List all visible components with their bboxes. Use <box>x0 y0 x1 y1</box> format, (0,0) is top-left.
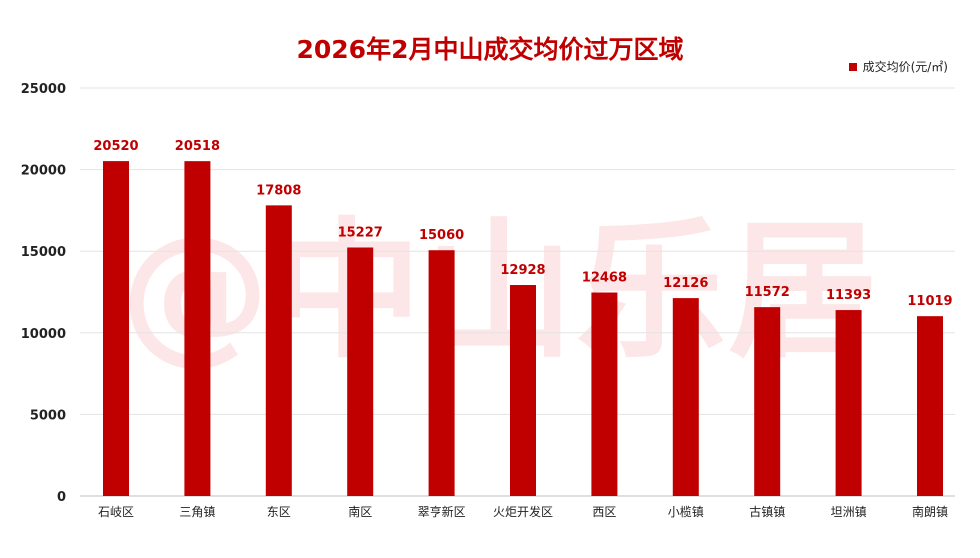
chart-title: 2026年2月中山成交均价过万区域 <box>296 35 684 64</box>
x-tick-label: 古镇镇 <box>749 504 785 519</box>
data-label: 15227 <box>338 225 383 240</box>
bar <box>184 161 211 496</box>
bar <box>347 247 374 496</box>
data-label: 12468 <box>582 271 627 286</box>
data-label: 15060 <box>419 228 464 243</box>
x-tick-label: 火炬开发区 <box>493 504 553 519</box>
data-label: 11393 <box>826 288 871 303</box>
bar <box>917 316 943 496</box>
bar <box>103 161 129 497</box>
data-label: 11572 <box>745 285 790 300</box>
legend-swatch <box>848 62 857 71</box>
data-label: 11019 <box>907 294 952 309</box>
legend: 成交均价(元/㎡) <box>848 58 948 75</box>
bar <box>835 310 862 496</box>
x-tick-label: 三角镇 <box>179 505 215 519</box>
y-tick-label: 0 <box>57 490 66 505</box>
bar <box>672 298 699 496</box>
legend-label: 成交均价(元/㎡) <box>862 60 948 74</box>
x-tick-label: 坦洲镇 <box>831 505 867 519</box>
data-label: 12126 <box>663 276 708 291</box>
x-tick-label: 石岐区 <box>98 505 134 519</box>
data-label: 20518 <box>175 139 220 154</box>
y-tick-label: 20000 <box>21 164 66 179</box>
y-tick-label: 5000 <box>30 408 66 423</box>
data-label: 12928 <box>500 263 545 278</box>
bar <box>510 285 536 496</box>
x-tick-label: 翠亨新区 <box>418 504 466 519</box>
x-tick-label: 小榄镇 <box>668 505 704 519</box>
y-tick-label: 25000 <box>21 82 66 97</box>
bar <box>428 250 455 496</box>
x-tick-label: 南区 <box>348 504 372 519</box>
x-tick-label: 东区 <box>267 505 291 519</box>
bar <box>754 307 781 496</box>
x-tick-label: 西区 <box>592 505 616 519</box>
bar <box>591 292 618 496</box>
data-label: 17808 <box>256 183 301 198</box>
x-tick-label: 南朗镇 <box>912 504 948 519</box>
y-tick-label: 10000 <box>21 327 66 342</box>
bar <box>265 205 292 496</box>
data-label: 20520 <box>93 139 138 154</box>
y-tick-label: 15000 <box>21 245 66 260</box>
